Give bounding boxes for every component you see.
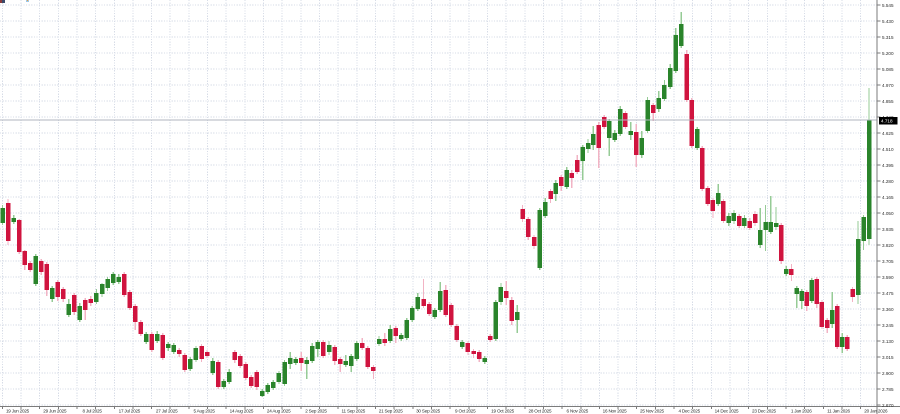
svg-text:2.785: 2.785 xyxy=(882,387,894,392)
svg-text:4.625: 4.625 xyxy=(882,131,894,136)
svg-text:27 Jul 2025: 27 Jul 2025 xyxy=(156,409,178,414)
svg-text:2.900: 2.900 xyxy=(882,371,894,376)
svg-text:3.820: 3.820 xyxy=(882,243,894,248)
svg-text:4.280: 4.280 xyxy=(882,179,894,184)
svg-text:3.590: 3.590 xyxy=(882,275,894,280)
svg-text:3.475: 3.475 xyxy=(882,291,894,296)
svg-text:16 Nov 2025: 16 Nov 2025 xyxy=(603,409,627,414)
svg-text:5.430: 5.430 xyxy=(882,19,894,24)
svg-text:2 Sep 2025: 2 Sep 2025 xyxy=(305,409,327,414)
svg-text:28 Oct 2025: 28 Oct 2025 xyxy=(528,409,551,414)
svg-text:5.085: 5.085 xyxy=(882,67,894,72)
svg-text:3.245: 3.245 xyxy=(882,323,894,328)
svg-text:6 Nov 2025: 6 Nov 2025 xyxy=(567,409,589,414)
svg-text:1 Jan 2026: 1 Jan 2026 xyxy=(791,409,812,414)
svg-text:11 Sep 2025: 11 Sep 2025 xyxy=(342,409,366,414)
svg-text:9 Oct 2025: 9 Oct 2025 xyxy=(455,409,476,414)
svg-text:4.855: 4.855 xyxy=(882,99,894,104)
svg-text:25 Nov 2025: 25 Nov 2025 xyxy=(640,409,664,414)
svg-text:4.510: 4.510 xyxy=(882,147,894,152)
svg-text:24 Aug 2025: 24 Aug 2025 xyxy=(267,409,291,414)
svg-text:3.705: 3.705 xyxy=(882,259,894,264)
svg-text:5.545: 5.545 xyxy=(882,3,894,8)
svg-text:4.718: 4.718 xyxy=(881,119,893,124)
svg-text:4.395: 4.395 xyxy=(882,163,894,168)
svg-text:30 Sep 2025: 30 Sep 2025 xyxy=(416,409,441,414)
svg-text:8 Jul 2025: 8 Jul 2025 xyxy=(82,409,102,414)
svg-text:4 Dec 2025: 4 Dec 2025 xyxy=(678,409,700,414)
svg-text:5.315: 5.315 xyxy=(882,35,894,40)
svg-text:4.970: 4.970 xyxy=(882,83,894,88)
svg-text:17 Jul 2025: 17 Jul 2025 xyxy=(119,409,141,414)
svg-text:5 Aug 2025: 5 Aug 2025 xyxy=(193,409,215,414)
svg-text:3.935: 3.935 xyxy=(882,227,894,232)
svg-text:4.165: 4.165 xyxy=(882,195,894,200)
svg-text:29 Jun 2025: 29 Jun 2025 xyxy=(43,409,67,414)
svg-text:19 Oct 2025: 19 Oct 2025 xyxy=(491,409,514,414)
svg-text:14 Aug 2025: 14 Aug 2025 xyxy=(230,409,254,414)
svg-text:5.200: 5.200 xyxy=(882,51,894,56)
svg-text:20 Jan 2026: 20 Jan 2026 xyxy=(864,409,888,414)
svg-text:19 Jun 2025: 19 Jun 2025 xyxy=(6,409,30,414)
svg-text:3.015: 3.015 xyxy=(882,355,894,360)
svg-text:23 Dec 2025: 23 Dec 2025 xyxy=(752,409,776,414)
svg-text:4.050: 4.050 xyxy=(882,211,894,216)
svg-text:2.670: 2.670 xyxy=(882,403,894,408)
svg-text:21 Sep 2025: 21 Sep 2025 xyxy=(379,409,404,414)
svg-text:3.130: 3.130 xyxy=(882,339,894,344)
svg-text:11 Jan 2026: 11 Jan 2026 xyxy=(827,409,850,414)
svg-text:14 Dec 2025: 14 Dec 2025 xyxy=(715,409,739,414)
svg-text:3.360: 3.360 xyxy=(882,307,894,312)
